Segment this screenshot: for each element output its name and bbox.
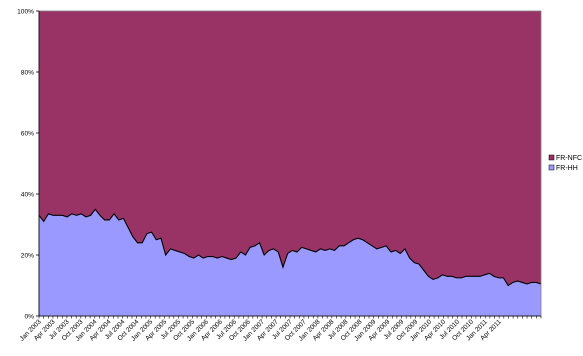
legend-label: FR-NFC — [556, 155, 582, 162]
y-tick-label: 40% — [21, 191, 34, 198]
plot-area — [38, 10, 542, 317]
y-tick-label: 0% — [24, 313, 34, 320]
series-boundary-line — [38, 208, 542, 287]
legend: FR-NFC FR-HH — [548, 154, 582, 172]
legend-label: FR-HH — [556, 165, 578, 172]
y-tick-label: 100% — [17, 8, 34, 15]
legend-swatch — [548, 164, 555, 171]
area-fr-hh — [39, 209, 541, 316]
y-tick-label: 20% — [21, 252, 34, 259]
y-tick-label: 80% — [21, 69, 34, 76]
y-axis: 0% 20% 40% 60% 80% 100% — [17, 8, 40, 320]
y-tick-label: 60% — [21, 130, 34, 137]
legend-swatch — [548, 154, 555, 161]
